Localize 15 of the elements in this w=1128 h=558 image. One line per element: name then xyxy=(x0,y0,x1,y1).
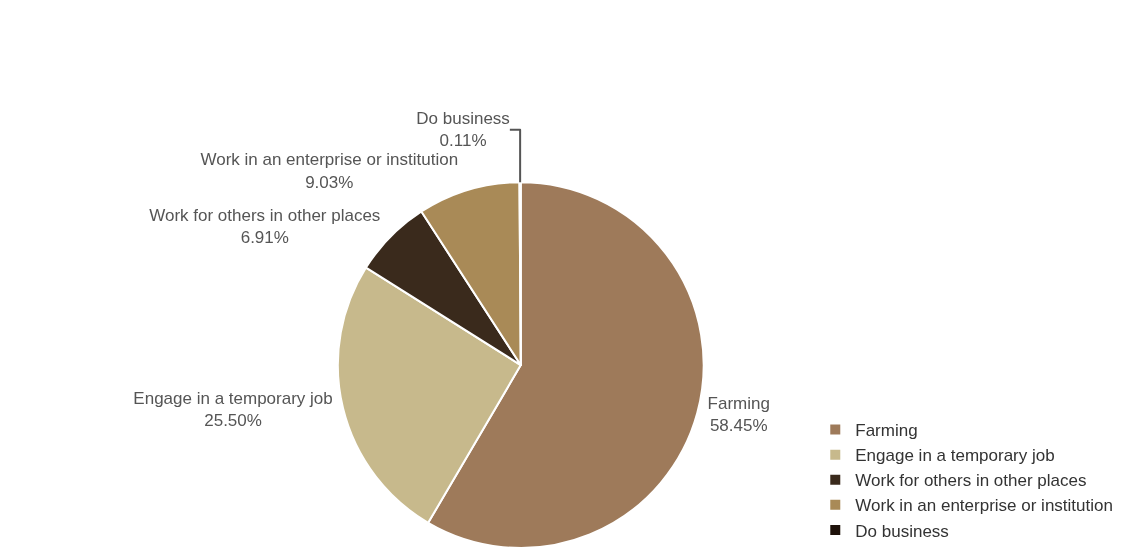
slice-label: Engage in a temporary job xyxy=(133,388,333,408)
data-label: 6.91% xyxy=(240,227,289,247)
legend-label: Farming xyxy=(855,421,918,441)
legend-label: Work for others in other places xyxy=(855,471,1087,491)
legend-label: Work in an enterprise or institution xyxy=(855,496,1113,516)
slice-label: Work for others in other places xyxy=(149,205,381,225)
slice-label: Farming xyxy=(707,393,770,413)
legend-label: Do business xyxy=(855,521,949,541)
data-label: 58.45% xyxy=(709,416,768,436)
slice-label: Do business xyxy=(416,109,510,129)
data-label: 0.11% xyxy=(439,131,487,151)
slice-label: Work in an enterprise or institution xyxy=(200,150,459,170)
data-label: 25.50% xyxy=(204,411,262,431)
data-label: 9.03% xyxy=(305,172,354,192)
legend-label: Engage in a temporary job xyxy=(855,446,1055,466)
